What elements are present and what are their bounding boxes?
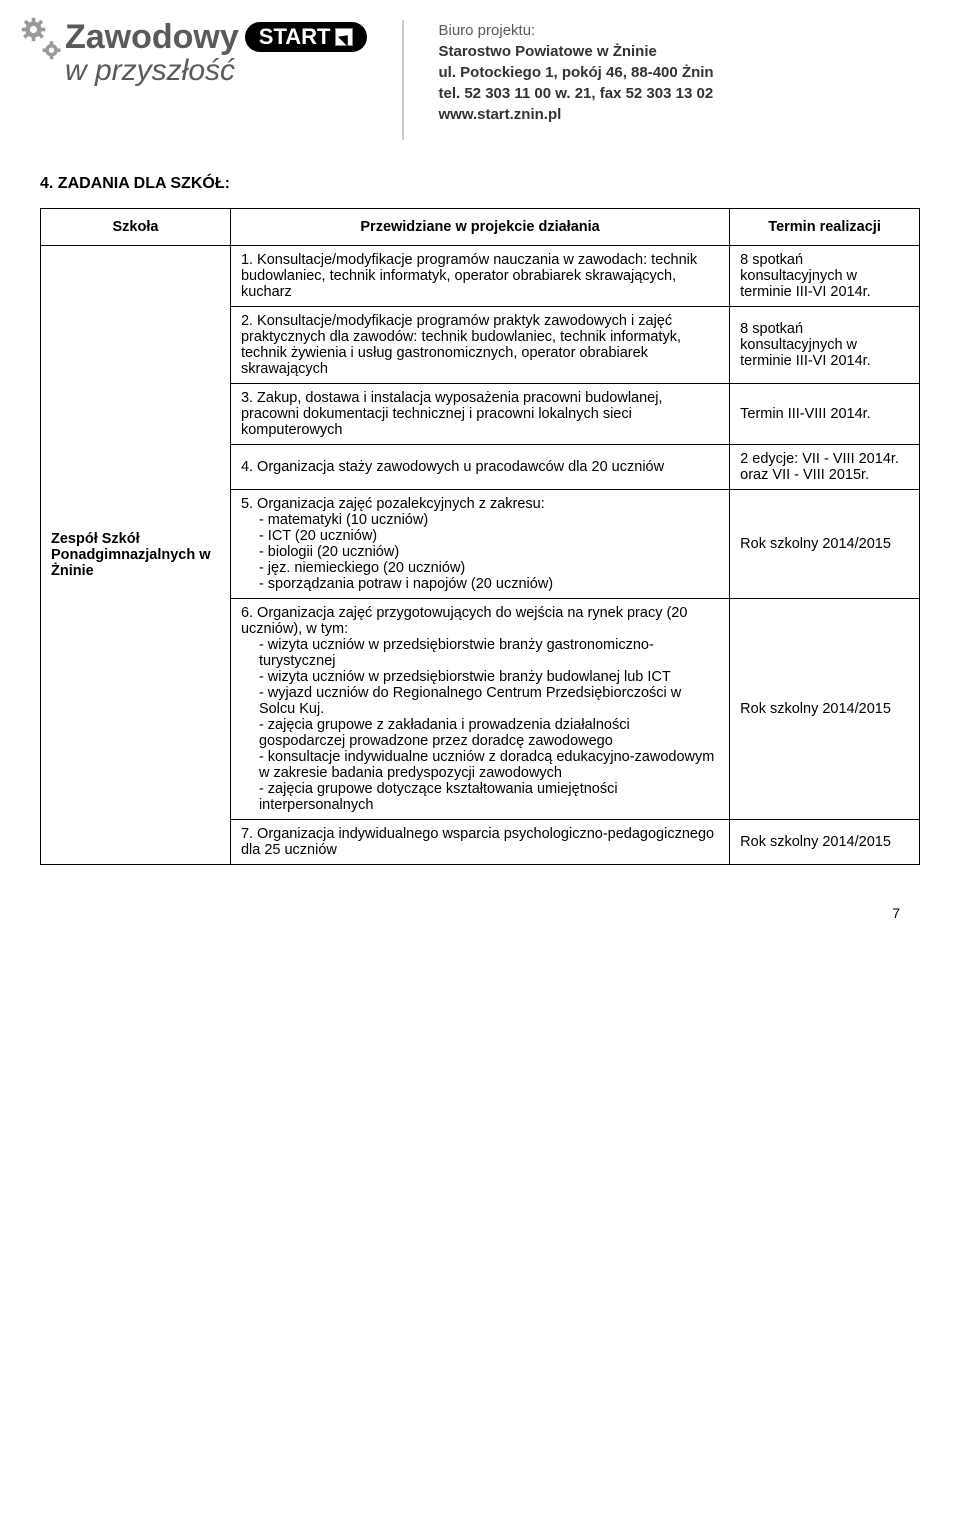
cell-action: 5. Organizacja zajęć pozalekcyjnych z za…: [230, 490, 729, 599]
logo-line1: Zawodowy START: [65, 20, 367, 54]
cell-term: Rok szkolny 2014/2015: [730, 820, 920, 865]
th-term: Termin realizacji: [730, 209, 920, 246]
action-main: 6. Organizacja zajęć przygotowujących do…: [241, 605, 719, 637]
action-sub: - zajęcia grupowe z zakładania i prowadz…: [241, 717, 719, 749]
badge-text: START: [259, 26, 331, 48]
th-actions: Przewidziane w projekcie działania: [230, 209, 729, 246]
action-sub: - jęz. niemieckiego (20 uczniów): [241, 560, 719, 576]
action-sub: - biologii (20 uczniów): [241, 544, 719, 560]
cell-action: 1. Konsultacje/modyfikacje programów nau…: [230, 246, 729, 307]
cell-term: Rok szkolny 2014/2015: [730, 599, 920, 820]
th-school: Szkoła: [41, 209, 231, 246]
logo-word1: Zawodowy: [65, 20, 239, 54]
cell-term: Rok szkolny 2014/2015: [730, 490, 920, 599]
start-badge: START: [245, 22, 367, 52]
cell-school: Zespół Szkół Ponadgimnazjalnych w Żninie: [41, 246, 231, 865]
cell-action: 3. Zakup, dostawa i instalacja wyposażen…: [230, 384, 729, 445]
action-sub: - ICT (20 uczniów): [241, 528, 719, 544]
tasks-table: Szkoła Przewidziane w projekcie działani…: [40, 208, 920, 865]
section-heading: 4. ZADANIA DLA SZKÓŁ:: [40, 175, 920, 193]
action-sub: - konsultacje indywidualne uczniów z dor…: [241, 749, 719, 781]
header-divider: [402, 20, 404, 140]
cell-term: 2 edycje: VII - VIII 2014r. oraz VII - V…: [730, 445, 920, 490]
gear-icon: [20, 16, 65, 61]
action-sub: - sporządzania potraw i napojów (20 uczn…: [241, 576, 719, 592]
cell-term: 8 spotkań konsultacyjnych w terminie III…: [730, 246, 920, 307]
page-header: Zawodowy START w przyszłość Biuro projek…: [0, 0, 960, 150]
logo-text: Zawodowy START w przyszłość: [65, 20, 367, 86]
cell-action: 2. Konsultacje/modyfikacje programów pra…: [230, 307, 729, 384]
table-row: Zespół Szkół Ponadgimnazjalnych w Żninie…: [41, 246, 920, 307]
table-header-row: Szkoła Przewidziane w projekcie działani…: [41, 209, 920, 246]
page-number: 7: [0, 865, 960, 941]
action-main: 5. Organizacja zajęć pozalekcyjnych z za…: [241, 496, 719, 512]
action-sub: - wyjazd uczniów do Regionalnego Centrum…: [241, 685, 719, 717]
office-label: Biuro projektu:: [439, 20, 714, 41]
office-line2: ul. Potockiego 1, pokój 46, 88-400 Żnin: [439, 62, 714, 83]
action-sub: - zajęcia grupowe dotyczące kształtowani…: [241, 781, 719, 813]
cell-term: 8 spotkań konsultacyjnych w terminie III…: [730, 307, 920, 384]
office-line1: Starostwo Powiatowe w Żninie: [439, 41, 714, 62]
action-sub: - matematyki (10 uczniów): [241, 512, 719, 528]
cell-action: 4. Organizacja staży zawodowych u pracod…: [230, 445, 729, 490]
action-sub: - wizyta uczniów w przedsiębiorstwie bra…: [241, 637, 719, 669]
cell-action: 6. Organizacja zajęć przygotowujących do…: [230, 599, 729, 820]
office-info: Biuro projektu: Starostwo Powiatowe w Żn…: [439, 20, 714, 125]
logo-area: Zawodowy START w przyszłość: [20, 20, 367, 86]
action-sub: - wizyta uczniów w przedsiębiorstwie bra…: [241, 669, 719, 685]
logo-word2: w przyszłość: [65, 56, 367, 86]
office-line4: www.start.znin.pl: [439, 104, 714, 125]
office-line3: tel. 52 303 11 00 w. 21, fax 52 303 13 0…: [439, 83, 714, 104]
cursor-icon: [335, 28, 353, 46]
cell-action: 7. Organizacja indywidualnego wsparcia p…: [230, 820, 729, 865]
cell-term: Termin III-VIII 2014r.: [730, 384, 920, 445]
